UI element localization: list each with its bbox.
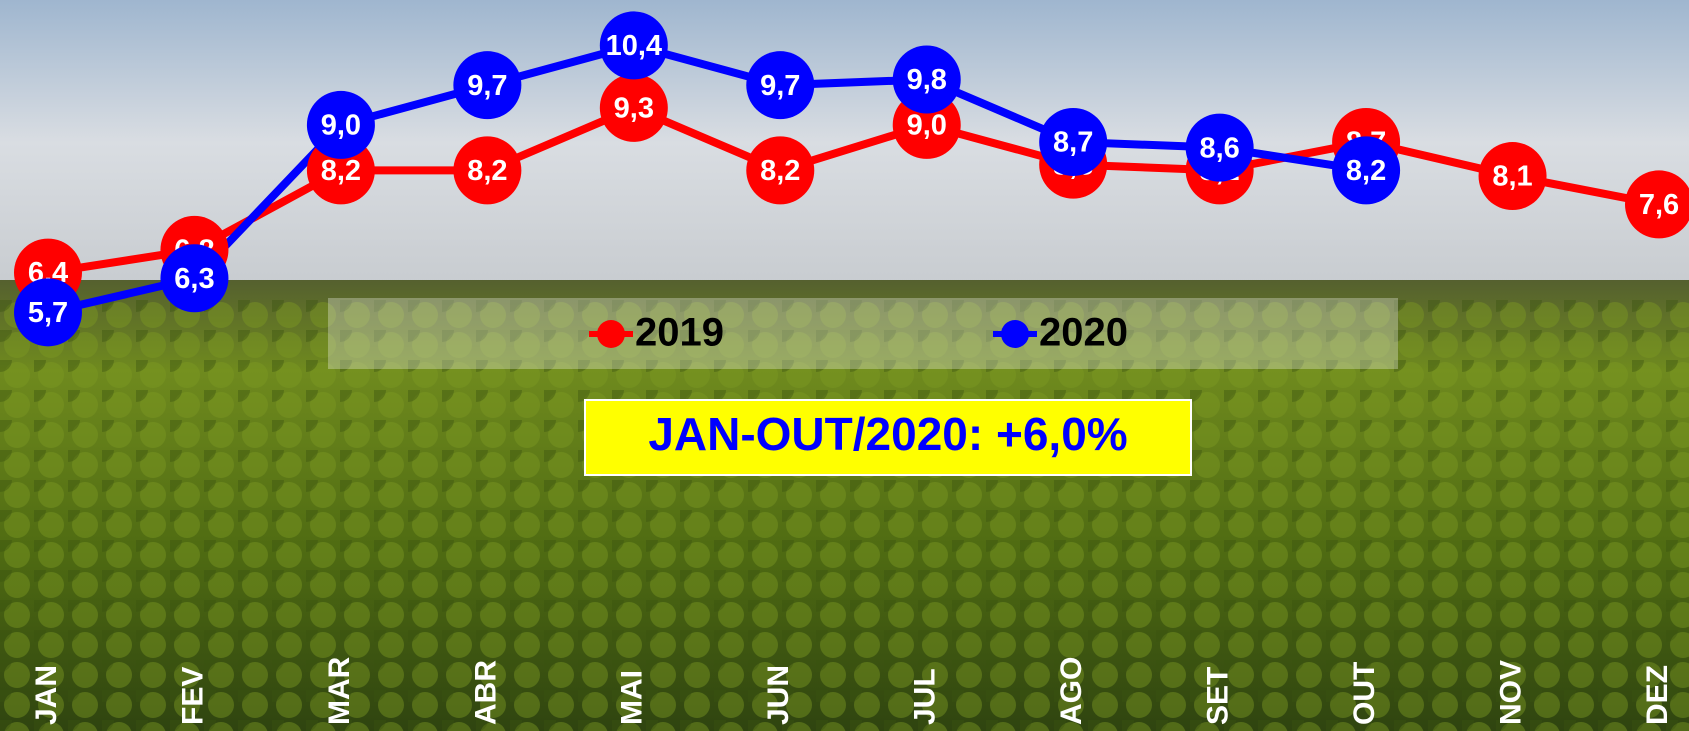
data-label: 8,7 [1053, 127, 1093, 159]
data-label: 8,2 [760, 155, 800, 187]
annotation: JAN-OUT/2020: +6,0% [648, 408, 1127, 460]
data-label: 9,8 [907, 64, 947, 96]
legend-label: 2020 [1039, 311, 1128, 355]
x-tick-label: OUT [1348, 662, 1381, 725]
legend-marker [1001, 320, 1029, 348]
data-label: 9,7 [467, 70, 507, 102]
chart: JAN-OUT/2020: +6,0% JAN FEV MAR ABR MAI JUN JU… [0, 0, 1689, 731]
x-tick-label: JUL [909, 668, 942, 725]
x-tick-label: JAN [30, 665, 63, 725]
x-tick-label: AGO [1055, 657, 1088, 725]
x-tick-label: MAI [616, 670, 649, 725]
data-label: 8,1 [1492, 161, 1532, 193]
legend-box [328, 298, 1398, 369]
data-label: 9,7 [760, 70, 800, 102]
data-label: 9,0 [321, 110, 361, 142]
x-tick-label: NOV [1494, 660, 1527, 725]
x-tick-label: MAR [323, 656, 356, 725]
data-label: 9,0 [907, 110, 947, 142]
data-label: 8,2 [1346, 155, 1386, 187]
data-label: 8,2 [321, 155, 361, 187]
legend-marker [597, 320, 625, 348]
legend-label: 2019 [635, 311, 724, 355]
data-label: 8,6 [1199, 132, 1239, 164]
x-tick-label: DEZ [1641, 665, 1674, 725]
x-tick-label: ABR [469, 660, 502, 725]
data-label: 8,2 [467, 155, 507, 187]
x-tick-label: FEV [176, 667, 209, 725]
sky-background [0, 0, 1689, 285]
x-tick-label: JUN [762, 665, 795, 725]
data-label: 9,3 [614, 93, 654, 125]
data-label: 5,7 [28, 297, 68, 329]
data-label: 10,4 [606, 30, 662, 62]
data-label: 7,6 [1639, 189, 1679, 221]
data-label: 6,3 [174, 263, 214, 295]
x-tick-label: SET [1202, 667, 1235, 725]
